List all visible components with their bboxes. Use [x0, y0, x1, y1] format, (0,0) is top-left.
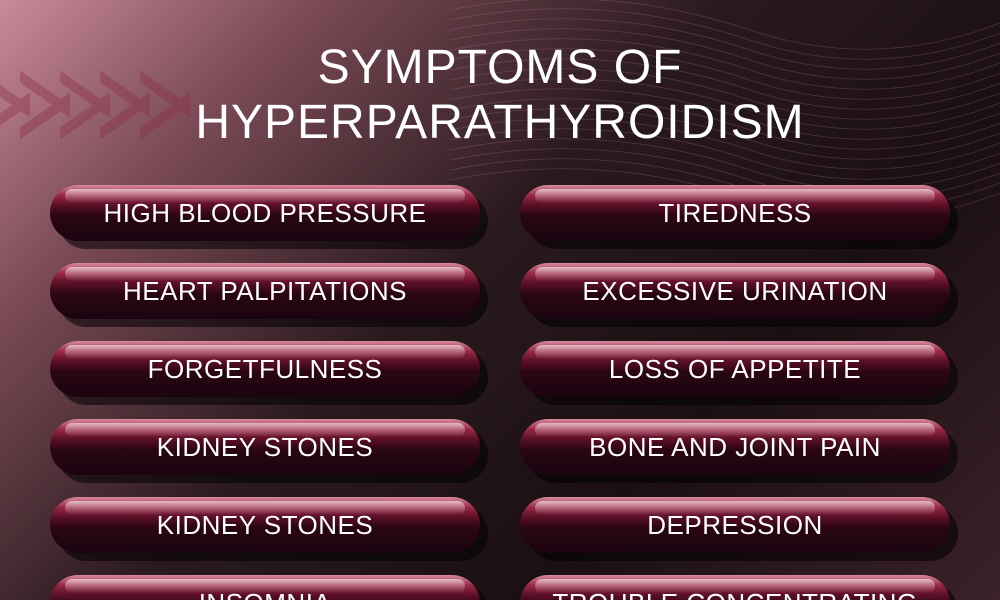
symptom-pill: KIDNEY STONES: [50, 497, 480, 553]
symptom-label: EXCESSIVE URINATION: [582, 276, 887, 307]
symptom-label: DEPRESSION: [647, 510, 823, 541]
right-column: TIREDNESS EXCESSIVE URINATION LOSS OF AP…: [520, 185, 950, 600]
symptom-pill: EXCESSIVE URINATION: [520, 263, 950, 319]
content-container: SYMPTOMS OF HYPERPARATHYROIDISM HIGH BLO…: [0, 0, 1000, 600]
symptom-pill: LOSS OF APPETITE: [520, 341, 950, 397]
symptom-pill: FORGETFULNESS: [50, 341, 480, 397]
symptom-pill: DEPRESSION: [520, 497, 950, 553]
symptom-pill: TROUBLE CONCENTRATING: [520, 575, 950, 600]
symptom-pill: BONE AND JOINT PAIN: [520, 419, 950, 475]
symptom-pill: HIGH BLOOD PRESSURE: [50, 185, 480, 241]
symptom-label: TIREDNESS: [658, 198, 811, 229]
symptom-label: KIDNEY STONES: [157, 510, 374, 541]
symptom-label: HIGH BLOOD PRESSURE: [103, 198, 426, 229]
symptom-label: TROUBLE CONCENTRATING: [552, 588, 917, 600]
symptom-label: FORGETFULNESS: [148, 354, 383, 385]
symptom-label: KIDNEY STONES: [157, 432, 374, 463]
symptom-label: LOSS OF APPETITE: [609, 354, 861, 385]
symptom-pill: INSOMNIA: [50, 575, 480, 600]
symptom-label: HEART PALPITATIONS: [123, 276, 407, 307]
symptoms-columns: HIGH BLOOD PRESSURE HEART PALPITATIONS F…: [50, 185, 950, 600]
symptom-label: BONE AND JOINT PAIN: [589, 432, 881, 463]
symptom-pill: TIREDNESS: [520, 185, 950, 241]
page-title: SYMPTOMS OF HYPERPARATHYROIDISM: [50, 40, 950, 150]
symptom-pill: KIDNEY STONES: [50, 419, 480, 475]
symptom-pill: HEART PALPITATIONS: [50, 263, 480, 319]
symptom-label: INSOMNIA: [199, 588, 332, 600]
left-column: HIGH BLOOD PRESSURE HEART PALPITATIONS F…: [50, 185, 480, 600]
